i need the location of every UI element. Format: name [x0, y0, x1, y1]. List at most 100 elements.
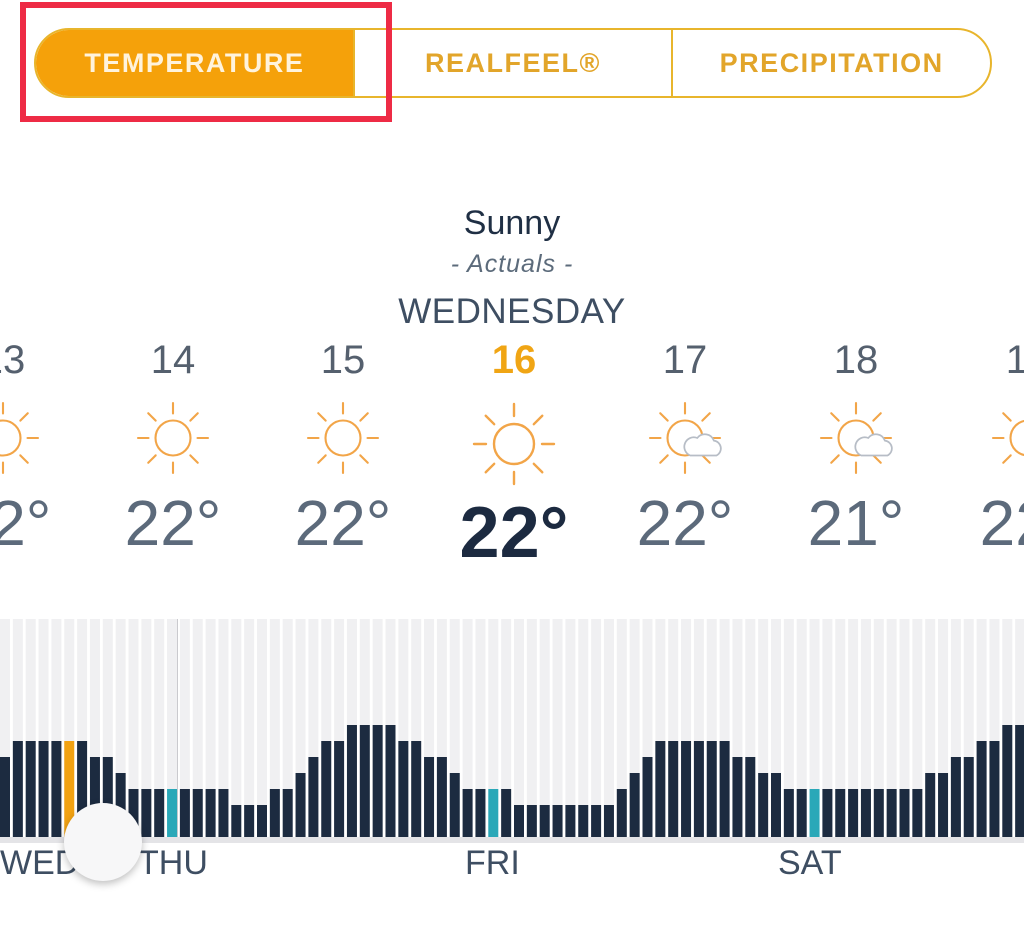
hourly-bar[interactable] — [796, 789, 807, 837]
hourly-bar[interactable] — [706, 741, 717, 837]
hourly-bar[interactable] — [758, 773, 769, 837]
hourly-bar[interactable] — [809, 789, 820, 837]
tab-realfeel[interactable]: REALFEEL® — [352, 30, 672, 96]
hourly-bar[interactable] — [167, 789, 178, 837]
tab-precipitation[interactable]: PRECIPITATION — [671, 30, 990, 96]
hourly-bar[interactable] — [372, 725, 383, 837]
hourly-bar[interactable] — [359, 725, 370, 837]
hourly-bar[interactable] — [539, 805, 550, 837]
hourly-bar[interactable] — [1015, 725, 1024, 837]
hourly-bar[interactable] — [346, 725, 357, 837]
hourly-bar[interactable] — [89, 757, 100, 837]
hourly-bar[interactable] — [141, 789, 152, 837]
hourly-bar[interactable] — [257, 805, 267, 837]
hourly-bar[interactable] — [64, 741, 75, 837]
hourly-bar[interactable] — [655, 741, 666, 837]
hourly-bar[interactable] — [488, 789, 499, 837]
hourly-bar[interactable] — [398, 741, 409, 837]
hourly-bar[interactable] — [822, 789, 833, 837]
hourly-bar[interactable] — [925, 773, 936, 837]
hourly-bar[interactable] — [668, 741, 679, 837]
hourly-bar[interactable] — [642, 757, 653, 837]
bar-track — [681, 619, 692, 837]
hourly-bar[interactable] — [449, 773, 460, 837]
hourly-bar[interactable] — [976, 741, 987, 837]
hourly-bar[interactable] — [565, 805, 576, 837]
tab-temperature[interactable]: TEMPERATURE — [36, 30, 353, 96]
hourly-bar[interactable] — [38, 741, 49, 837]
hourly-bar[interactable] — [591, 805, 602, 837]
day-column-18[interactable]: 18 21° — [756, 332, 956, 560]
hourly-bar[interactable] — [205, 789, 216, 837]
day-column-19[interactable]: 19 22° — [928, 332, 1024, 560]
hourly-bar[interactable] — [848, 789, 859, 837]
day-column-17[interactable]: 17 22° — [585, 332, 785, 560]
hourly-bar[interactable] — [295, 773, 306, 837]
hourly-bar[interactable] — [771, 773, 781, 837]
hourly-bar[interactable] — [899, 789, 910, 837]
hourly-bar[interactable] — [102, 757, 113, 837]
hourly-bar[interactable] — [912, 789, 923, 837]
hourly-bar[interactable] — [938, 773, 949, 837]
hourly-bar[interactable] — [462, 789, 473, 837]
hourly-bar[interactable] — [1002, 725, 1013, 837]
hourly-bar[interactable] — [514, 805, 524, 837]
hourly-bar[interactable] — [501, 789, 512, 837]
hourly-bar[interactable] — [269, 789, 280, 837]
hourly-bar[interactable] — [308, 757, 319, 837]
hourly-bar[interactable] — [552, 805, 563, 837]
hourly-bar[interactable] — [860, 789, 871, 837]
bar-track — [257, 619, 267, 837]
hourly-bar[interactable] — [411, 741, 422, 837]
hourly-bar[interactable] — [989, 741, 1000, 837]
hourly-temperature-chart[interactable] — [0, 615, 1024, 845]
hourly-bar[interactable] — [51, 741, 62, 837]
day-column-13[interactable]: 13 22° — [0, 332, 103, 560]
hourly-bar[interactable] — [25, 741, 36, 837]
hourly-bar[interactable] — [385, 725, 396, 837]
sun-icon — [472, 402, 556, 486]
bar-track — [989, 619, 1000, 837]
hourly-bar[interactable] — [128, 789, 139, 837]
hourly-bar[interactable] — [115, 773, 126, 837]
hourly-bar[interactable] — [231, 805, 242, 837]
bar-track — [950, 619, 961, 837]
bar-track — [526, 619, 537, 837]
hourly-bar[interactable] — [436, 757, 447, 837]
day-column-15[interactable]: 15 22° — [243, 332, 443, 560]
hourly-bar[interactable] — [526, 805, 537, 837]
hourly-bar[interactable] — [282, 789, 293, 837]
hourly-bar[interactable] — [77, 741, 88, 837]
hourly-bar[interactable] — [154, 789, 165, 837]
hourly-bar[interactable] — [578, 805, 589, 837]
hourly-bar[interactable] — [681, 741, 692, 837]
hourly-bar[interactable] — [745, 757, 756, 837]
hourly-bar[interactable] — [719, 741, 730, 837]
hourly-bar[interactable] — [244, 805, 255, 837]
hourly-bar[interactable] — [192, 789, 203, 837]
hourly-bar[interactable] — [963, 757, 974, 837]
hourly-bar[interactable] — [424, 757, 435, 837]
hourly-bar[interactable] — [603, 805, 614, 837]
hourly-bar[interactable] — [693, 741, 704, 837]
hourly-bar[interactable] — [334, 741, 345, 837]
hourly-bar[interactable] — [629, 773, 640, 837]
hourly-bar[interactable] — [0, 757, 10, 837]
hourly-bar[interactable] — [179, 789, 190, 837]
hourly-bar[interactable] — [835, 789, 846, 837]
day-column-14[interactable]: 14 22° — [73, 332, 273, 560]
hourly-bar[interactable] — [873, 789, 884, 837]
bar-track — [809, 619, 820, 837]
hourly-bar[interactable] — [732, 757, 743, 837]
hourly-bar[interactable] — [475, 789, 486, 837]
hourly-bar[interactable] — [12, 741, 23, 837]
hourly-bar[interactable] — [950, 757, 961, 837]
day-column-16[interactable]: 16 22° — [414, 332, 614, 574]
timeline-scrubber-handle[interactable] — [64, 803, 142, 881]
hourly-bar[interactable] — [783, 789, 794, 837]
hourly-bar[interactable] — [616, 789, 627, 837]
bar-track — [282, 619, 293, 837]
hourly-bar[interactable] — [321, 741, 332, 837]
hourly-bar[interactable] — [886, 789, 897, 837]
hourly-bar[interactable] — [218, 789, 229, 837]
